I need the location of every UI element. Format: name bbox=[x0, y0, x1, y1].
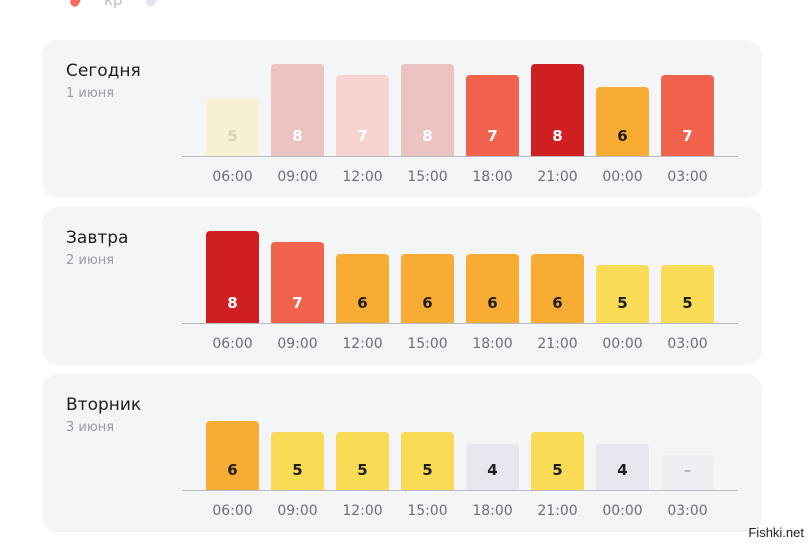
bar-value: 7 bbox=[357, 127, 368, 145]
time-label: 12:00 bbox=[342, 503, 383, 519]
time-label: 00:00 bbox=[602, 336, 643, 352]
forecast-bar[interactable]: 4 bbox=[596, 444, 649, 490]
forecast-bar[interactable]: 7 bbox=[271, 242, 324, 323]
bar-value: 4 bbox=[487, 461, 498, 479]
day-date: 2 июня bbox=[66, 253, 115, 268]
bar-value: – bbox=[683, 461, 692, 479]
bar-value: 5 bbox=[357, 461, 368, 479]
day-name: Сегодня bbox=[66, 61, 141, 81]
forecast-bar[interactable]: 7 bbox=[336, 75, 389, 156]
time-label: 15:00 bbox=[407, 169, 448, 185]
bar-value: 5 bbox=[292, 461, 303, 479]
bar-value: 5 bbox=[422, 461, 433, 479]
chart-baseline bbox=[182, 490, 738, 491]
forecast-bar[interactable]: 8 bbox=[206, 231, 259, 323]
time-label: 06:00 bbox=[212, 169, 253, 185]
forecast-bar[interactable]: 6 bbox=[466, 254, 519, 323]
forecast-bar[interactable]: 5 bbox=[531, 432, 584, 490]
time-label: 15:00 bbox=[407, 336, 448, 352]
forecast-bar[interactable]: 5 bbox=[661, 265, 714, 323]
chart-baseline bbox=[182, 323, 738, 324]
day-date: 3 июня bbox=[66, 420, 115, 435]
forecast-bar[interactable]: 8 bbox=[401, 64, 454, 156]
time-label: 00:00 bbox=[602, 169, 643, 185]
day-date: 1 июня bbox=[66, 86, 115, 101]
hourly-bar-chart: 6 06:00 5 09:00 5 12:00 5 15:00 4 18:00 5 21:00 4 00:… bbox=[182, 374, 738, 532]
time-label: 18:00 bbox=[472, 336, 513, 352]
time-label: 06:00 bbox=[212, 503, 253, 519]
bar-value: 8 bbox=[552, 127, 563, 145]
bar-value: 8 bbox=[227, 294, 238, 312]
bar-value: 5 bbox=[552, 461, 563, 479]
bar-value: 8 bbox=[422, 127, 433, 145]
chart-baseline bbox=[182, 156, 738, 157]
day-card: Вторник 3 июня 6 06:00 5 09:00 5 12:00 5 15:00 4 18… bbox=[42, 374, 762, 532]
time-label: 03:00 bbox=[667, 169, 708, 185]
bar-value: 8 bbox=[292, 127, 303, 145]
bar-value: 7 bbox=[292, 294, 303, 312]
forecast-bar[interactable]: 6 bbox=[401, 254, 454, 323]
bar-value: 5 bbox=[682, 294, 693, 312]
bar-value: 6 bbox=[487, 294, 498, 312]
forecast-bar[interactable]: 7 bbox=[466, 75, 519, 156]
forecast-bar[interactable]: 5 bbox=[401, 432, 454, 490]
grey-level-icon bbox=[144, 0, 161, 9]
forecast-bar[interactable]: 6 bbox=[206, 421, 259, 490]
red-level-icon bbox=[68, 0, 85, 9]
day-card: Завтра 2 июня 8 06:00 7 09:00 6 12:00 6 15:00 6 18:… bbox=[42, 207, 762, 365]
forecast-bar[interactable]: 7 bbox=[661, 75, 714, 156]
bar-value: 7 bbox=[487, 127, 498, 145]
time-label: 21:00 bbox=[537, 169, 578, 185]
time-label: 03:00 bbox=[667, 503, 708, 519]
bar-value: 6 bbox=[357, 294, 368, 312]
bar-value: 7 bbox=[682, 127, 693, 145]
forecast-bar[interactable]: 5 bbox=[206, 98, 259, 156]
time-label: 09:00 bbox=[277, 503, 318, 519]
time-label: 12:00 bbox=[342, 169, 383, 185]
bar-value: 4 bbox=[617, 461, 628, 479]
bar-value: 6 bbox=[552, 294, 563, 312]
bar-value: 6 bbox=[422, 294, 433, 312]
bar-value: 5 bbox=[617, 294, 628, 312]
time-label: 09:00 bbox=[277, 169, 318, 185]
hourly-bar-chart: 5 06:00 8 09:00 7 12:00 8 15:00 7 18:00 8 21:00 6 00:… bbox=[182, 40, 738, 198]
day-name: Завтра bbox=[66, 228, 129, 248]
forecast-bar[interactable]: – bbox=[661, 455, 714, 490]
forecast-bar[interactable]: 5 bbox=[336, 432, 389, 490]
forecast-bar[interactable]: 8 bbox=[531, 64, 584, 156]
bar-value: 6 bbox=[227, 461, 238, 479]
time-label: 03:00 bbox=[667, 336, 708, 352]
time-label: 12:00 bbox=[342, 336, 383, 352]
forecast-bar[interactable]: 5 bbox=[596, 265, 649, 323]
time-label: 06:00 bbox=[212, 336, 253, 352]
day-card: Сегодня 1 июня 5 06:00 8 09:00 7 12:00 8 15:00 7 18… bbox=[42, 40, 762, 198]
forecast-bar[interactable]: 6 bbox=[336, 254, 389, 323]
forecast-bar[interactable]: 5 bbox=[271, 432, 324, 490]
forecast-bar[interactable]: 4 bbox=[466, 444, 519, 490]
time-label: 00:00 bbox=[602, 503, 643, 519]
time-label: 18:00 bbox=[472, 503, 513, 519]
time-label: 18:00 bbox=[472, 169, 513, 185]
time-label: 21:00 bbox=[537, 336, 578, 352]
hourly-bar-chart: 8 06:00 7 09:00 6 12:00 6 15:00 6 18:00 6 21:00 5 00:… bbox=[182, 207, 738, 365]
forecast-bar[interactable]: 6 bbox=[531, 254, 584, 323]
time-label: 21:00 bbox=[537, 503, 578, 519]
forecast-bar[interactable]: 8 bbox=[271, 64, 324, 156]
time-label: 09:00 bbox=[277, 336, 318, 352]
day-name: Вторник bbox=[66, 395, 142, 415]
watermark: Fishki.net bbox=[748, 525, 804, 540]
forecast-bar[interactable]: 6 bbox=[596, 87, 649, 156]
bar-value: 6 bbox=[617, 127, 628, 145]
top-partial-label: кр bbox=[104, 0, 123, 9]
bar-value: 5 bbox=[227, 127, 238, 145]
time-label: 15:00 bbox=[407, 503, 448, 519]
